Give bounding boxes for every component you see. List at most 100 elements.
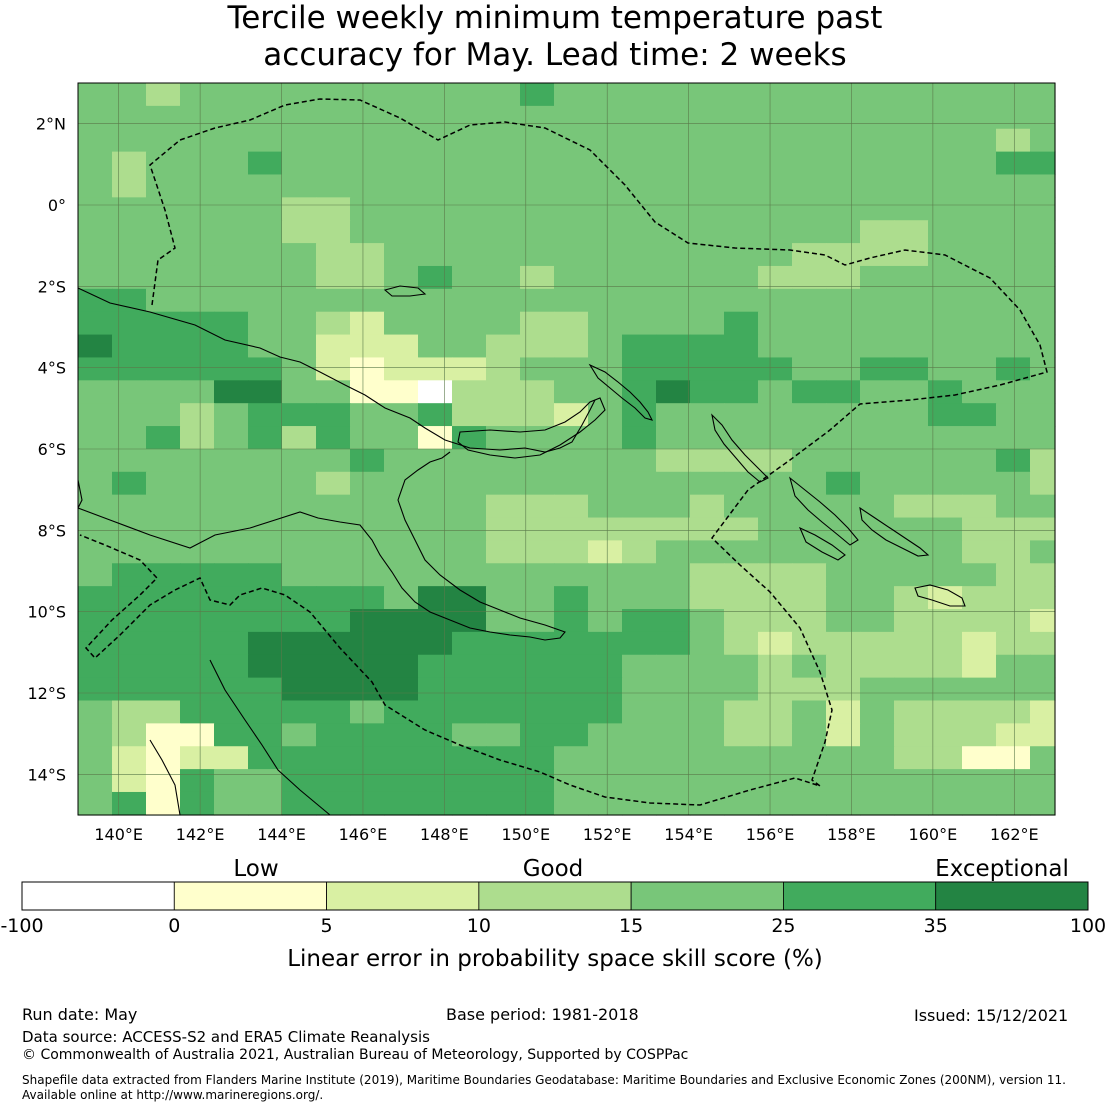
skill-cell bbox=[146, 517, 181, 541]
skill-cell bbox=[622, 83, 657, 107]
skill-cell bbox=[350, 243, 385, 267]
skill-cell bbox=[792, 128, 827, 153]
skill-cell bbox=[792, 334, 827, 359]
skill-cell bbox=[214, 288, 249, 313]
skill-cell bbox=[452, 83, 487, 107]
latitude-tick-label: 2°S bbox=[38, 277, 66, 296]
skill-cell bbox=[520, 723, 555, 747]
skill-cell bbox=[282, 265, 317, 290]
skill-cell bbox=[486, 403, 521, 427]
skill-cell bbox=[418, 609, 453, 633]
skill-cell bbox=[690, 334, 725, 359]
skill-cell bbox=[860, 448, 895, 473]
makira-island bbox=[914, 584, 966, 607]
skill-cell bbox=[860, 265, 895, 290]
skill-cell bbox=[860, 151, 895, 176]
skill-cell bbox=[384, 791, 419, 816]
skill-cell bbox=[996, 197, 1031, 221]
skill-cell bbox=[928, 746, 963, 770]
skill-cell bbox=[282, 105, 317, 130]
skill-cell bbox=[248, 380, 283, 404]
skill-cell bbox=[724, 426, 759, 450]
skill-cell bbox=[554, 220, 589, 244]
skill-cell bbox=[928, 220, 963, 244]
longitude-tick-label: 156°E bbox=[746, 825, 795, 844]
skill-cell bbox=[724, 105, 759, 130]
skill-cell bbox=[928, 563, 963, 587]
skill-cell bbox=[996, 746, 1031, 770]
skill-cell bbox=[996, 83, 1031, 107]
skill-cell bbox=[1030, 357, 1056, 381]
skill-cell bbox=[384, 426, 419, 450]
skill-cell bbox=[486, 197, 521, 221]
skill-cell bbox=[248, 128, 283, 153]
skill-cell bbox=[520, 334, 555, 359]
skill-cell bbox=[894, 151, 929, 176]
skill-cell bbox=[78, 563, 113, 587]
skill-cell bbox=[758, 517, 793, 541]
skill-cell bbox=[78, 83, 113, 107]
skill-cell bbox=[350, 197, 385, 221]
skill-cell bbox=[520, 677, 555, 702]
skill-cell bbox=[248, 83, 283, 107]
skill-cell bbox=[996, 105, 1031, 130]
skill-cell bbox=[758, 334, 793, 359]
skill-cell bbox=[180, 563, 215, 587]
skill-cell bbox=[418, 791, 453, 816]
skill-cell bbox=[146, 746, 181, 770]
skill-cell bbox=[962, 403, 997, 427]
skill-cell bbox=[724, 151, 759, 176]
skill-cell bbox=[520, 517, 555, 541]
skill-cell bbox=[1030, 723, 1056, 747]
skill-cell bbox=[418, 288, 453, 313]
longitude-tick-label: 158°E bbox=[827, 825, 876, 844]
skill-cell bbox=[112, 563, 147, 587]
skill-cell bbox=[792, 151, 827, 176]
skill-cell bbox=[248, 334, 283, 359]
skill-cell bbox=[792, 105, 827, 130]
skill-cell bbox=[350, 791, 385, 816]
longitude-tick-label: 140°E bbox=[94, 825, 143, 844]
skill-cell bbox=[452, 654, 487, 679]
skill-cell bbox=[928, 540, 963, 564]
skill-cell bbox=[350, 471, 385, 496]
skill-cell bbox=[724, 677, 759, 702]
skill-cell bbox=[78, 654, 113, 679]
skill-cell bbox=[894, 517, 929, 541]
skill-cell bbox=[282, 288, 317, 313]
skill-cell bbox=[894, 83, 929, 107]
skill-cell bbox=[962, 494, 997, 519]
colorbar-tick-label: 35 bbox=[924, 915, 948, 937]
skill-cell bbox=[758, 723, 793, 747]
skill-cell bbox=[180, 151, 215, 176]
skill-cell bbox=[282, 769, 317, 793]
skill-cell bbox=[894, 380, 929, 404]
new-britain-island bbox=[457, 397, 606, 459]
skill-cell bbox=[588, 83, 623, 107]
skill-cell bbox=[622, 174, 657, 198]
skill-cell bbox=[418, 700, 453, 724]
skill-cell bbox=[758, 380, 793, 404]
skill-cell bbox=[1030, 174, 1056, 198]
skill-cell bbox=[962, 700, 997, 724]
skill-cell bbox=[78, 471, 113, 496]
skill-cell bbox=[724, 471, 759, 496]
skill-cell bbox=[452, 265, 487, 290]
skill-cell bbox=[724, 220, 759, 244]
cape-york-east bbox=[209, 659, 331, 816]
skill-cell bbox=[928, 517, 963, 541]
skill-cell bbox=[248, 357, 283, 381]
skill-cell bbox=[962, 83, 997, 107]
skill-cell bbox=[622, 265, 657, 290]
skill-cell bbox=[588, 334, 623, 359]
skill-cell bbox=[656, 517, 691, 541]
skill-cell bbox=[758, 791, 793, 816]
skill-cell bbox=[282, 220, 317, 244]
skill-cell bbox=[894, 471, 929, 496]
skill-cell bbox=[316, 517, 351, 541]
skill-cell bbox=[588, 380, 623, 404]
longitude-tick-label: 152°E bbox=[583, 825, 632, 844]
skill-cell bbox=[656, 494, 691, 519]
skill-cell bbox=[384, 494, 419, 519]
skill-cell bbox=[758, 105, 793, 130]
